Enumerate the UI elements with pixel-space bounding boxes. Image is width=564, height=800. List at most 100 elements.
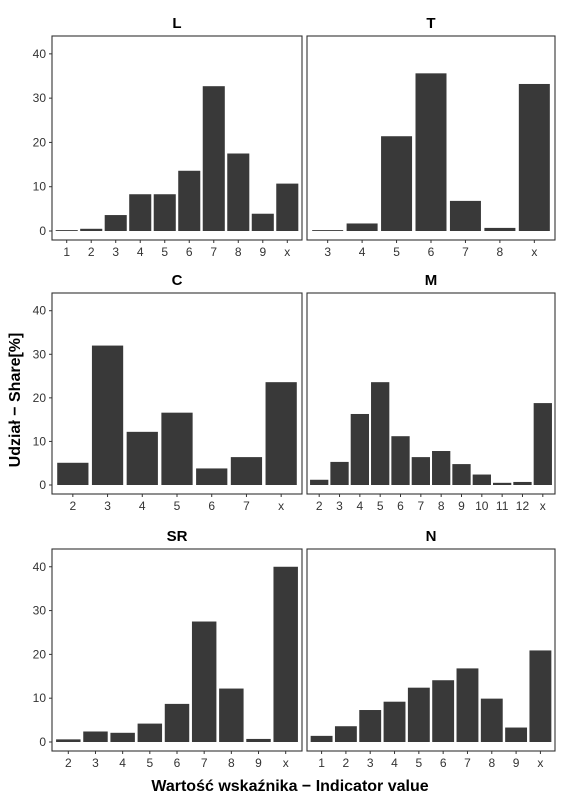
bar xyxy=(330,461,349,485)
x-tick-label: 7 xyxy=(417,499,424,513)
bar xyxy=(452,464,471,485)
bar xyxy=(91,345,124,485)
y-tick-label: 0 xyxy=(39,224,46,238)
bar xyxy=(493,482,512,485)
bar xyxy=(83,731,108,742)
bar xyxy=(230,457,263,485)
y-tick-label: 20 xyxy=(33,391,47,405)
bar xyxy=(191,621,217,742)
panel-border xyxy=(51,35,303,241)
x-tick-label: 3 xyxy=(112,245,119,259)
x-tick-label: 4 xyxy=(139,499,146,513)
y-tick-label: 10 xyxy=(33,180,47,194)
bar xyxy=(350,413,369,485)
x-tick-label: x xyxy=(278,499,284,513)
bar xyxy=(246,738,271,742)
x-tick-label: 1 xyxy=(63,245,70,259)
x-tick-label: 4 xyxy=(119,756,126,770)
y-tick-label: 30 xyxy=(33,91,47,105)
x-tick-label: 3 xyxy=(324,245,331,259)
bar xyxy=(432,451,451,485)
panel-m: M 2 3 4 5 6 7 8 9 10 11 12 x xyxy=(306,272,556,513)
x-tick-label: 2 xyxy=(343,756,350,770)
y-axis-title: Udział − Share[%] xyxy=(7,333,24,468)
x-tick-label: 8 xyxy=(235,245,242,259)
bar xyxy=(110,732,135,742)
bar xyxy=(55,230,78,231)
bar xyxy=(104,215,127,231)
x-tick-label: 6 xyxy=(440,756,447,770)
x-tick-label: x xyxy=(531,245,537,259)
bar xyxy=(202,86,225,231)
bar xyxy=(273,566,298,742)
x-tick-label: 9 xyxy=(255,756,262,770)
bar xyxy=(227,153,250,231)
x-tick-label: 3 xyxy=(336,499,343,513)
x-tick-label: 6 xyxy=(208,499,215,513)
x-tick-label: 10 xyxy=(475,499,489,513)
bar xyxy=(411,457,430,485)
bar xyxy=(505,727,528,742)
x-tick-label: 9 xyxy=(513,756,520,770)
x-tick-label: 5 xyxy=(393,245,400,259)
panel-title: M xyxy=(425,272,438,289)
bar xyxy=(334,726,357,742)
bar xyxy=(161,412,193,485)
bar xyxy=(251,213,274,231)
bar xyxy=(164,703,190,742)
panel-t: T 3 4 5 6 7 8 x xyxy=(306,15,556,259)
bar xyxy=(129,194,152,231)
panel-title: C xyxy=(172,272,183,289)
x-tick-label: 3 xyxy=(92,756,99,770)
x-tick-label: 12 xyxy=(516,499,530,513)
panel-l: L 1 2 3 4 5 6 7 8 9 x 0 10 20 30 40 xyxy=(33,15,303,259)
panel-c: C 2 3 4 5 6 7 x 0 10 20 30 40 xyxy=(33,272,303,513)
y-tick-label: 40 xyxy=(33,47,47,61)
bar xyxy=(178,170,201,231)
y-tick-label: 0 xyxy=(39,735,46,749)
bar xyxy=(137,723,163,742)
panel-title: N xyxy=(426,528,437,545)
bar xyxy=(456,668,479,742)
bar xyxy=(383,701,406,742)
bar xyxy=(56,739,81,742)
x-tick-label: 5 xyxy=(161,245,168,259)
x-tick-label: 2 xyxy=(316,499,323,513)
x-tick-label: 5 xyxy=(377,499,384,513)
bar xyxy=(219,688,244,742)
panel-border xyxy=(51,548,303,752)
y-tick-label: 20 xyxy=(33,647,47,661)
x-tick-label: 4 xyxy=(357,499,364,513)
x-tick-label: 11 xyxy=(496,499,509,513)
x-tick-label: 6 xyxy=(186,245,193,259)
bar xyxy=(480,698,503,742)
x-tick-label: 5 xyxy=(174,499,181,513)
bar xyxy=(359,710,382,742)
x-tick-label: 8 xyxy=(497,245,504,259)
x-tick-label: 5 xyxy=(415,756,422,770)
bar xyxy=(310,735,333,742)
x-tick-label: x xyxy=(537,756,543,770)
x-tick-label: 7 xyxy=(464,756,471,770)
panel-n: N 1 2 3 4 5 6 7 8 9 x xyxy=(306,528,556,770)
bar xyxy=(529,650,552,742)
y-tick-label: 40 xyxy=(33,304,47,318)
panel-border xyxy=(51,292,303,495)
bar xyxy=(371,382,390,485)
bar xyxy=(533,403,552,485)
x-tick-label: 6 xyxy=(397,499,404,513)
bar xyxy=(196,468,228,485)
y-tick-label: 30 xyxy=(33,347,47,361)
bar xyxy=(80,228,103,231)
panel-title: L xyxy=(172,15,181,32)
bar xyxy=(346,223,378,231)
bar xyxy=(407,687,430,742)
x-tick-label: 7 xyxy=(201,756,208,770)
x-tick-label: x xyxy=(540,499,546,513)
x-tick-label: 3 xyxy=(367,756,374,770)
bar xyxy=(472,474,491,485)
panel-border xyxy=(306,292,556,495)
x-tick-label: 5 xyxy=(146,756,153,770)
x-tick-label: 8 xyxy=(488,756,495,770)
